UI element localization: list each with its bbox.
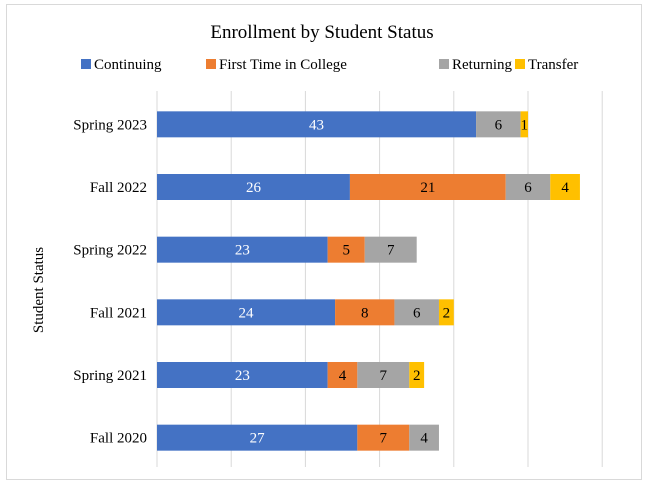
legend-swatch (81, 59, 91, 69)
legend-swatch (515, 59, 525, 69)
bar-first-time-in-college (327, 236, 365, 263)
bar-first-time-in-college (349, 174, 506, 200)
category-label: Fall 2021 (90, 305, 147, 321)
data-label: 1 (521, 117, 529, 133)
bar-continuing (157, 299, 336, 326)
bar-transfer (409, 362, 425, 388)
data-label: 7 (380, 368, 388, 384)
data-label: 4 (561, 180, 569, 196)
data-label: 8 (361, 305, 369, 321)
category-label: Spring 2022 (73, 243, 147, 259)
data-label: 7 (387, 243, 395, 259)
data-label: 5 (342, 243, 350, 259)
bar-first-time-in-college (357, 424, 410, 451)
bar-returning (364, 236, 417, 263)
bar-transfer (550, 174, 580, 200)
gridlines (156, 91, 603, 467)
category-label: Spring 2021 (73, 368, 147, 384)
legend-label: Continuing (94, 57, 162, 73)
data-label: 6 (495, 117, 503, 133)
data-label: 24 (239, 305, 255, 321)
data-label: 2 (413, 368, 421, 384)
data-label: 4 (420, 431, 428, 447)
bar-continuing (157, 236, 328, 263)
data-label: 27 (250, 431, 266, 447)
data-label: 6 (524, 180, 532, 196)
bar-returning (476, 111, 521, 138)
legend: Continuing First Time in College Returning… (81, 57, 578, 73)
chart-title: Enrollment by Student Status (210, 22, 433, 43)
category-label: Fall 2020 (90, 431, 147, 447)
bar-returning (505, 174, 551, 200)
legend-item-returning: Returning (439, 57, 512, 73)
bar-continuing (157, 111, 477, 138)
data-label: 21 (420, 180, 435, 196)
category-label: Fall 2022 (90, 180, 147, 196)
legend-label: Transfer (528, 57, 578, 73)
legend-label: Returning (452, 57, 512, 73)
bars: 43 6 1 26 21 6 4 23 5 7 24 8 6 2 23 4 7 2 27 7 4 (157, 111, 580, 451)
data-label: 26 (246, 180, 262, 196)
data-label: 6 (413, 305, 421, 321)
legend-swatch (206, 59, 216, 69)
data-label: 2 (443, 305, 451, 321)
chart-area: Enrollment by Student Status Continuing F… (6, 4, 642, 480)
bar-transfer (438, 299, 454, 326)
bar-transfer (520, 111, 528, 138)
legend-item-continuing: Continuing (81, 57, 162, 73)
legend-swatch (439, 59, 449, 69)
bar-continuing (157, 362, 328, 388)
bar-returning (409, 424, 439, 451)
data-label: 43 (309, 117, 324, 133)
y-axis-title: Student Status (31, 247, 47, 333)
bar-first-time-in-college (335, 299, 395, 326)
legend-item-first-time-in-college: First Time in College (206, 57, 347, 73)
legend-item-transfer: Transfer (515, 57, 578, 73)
bar-continuing (157, 424, 358, 451)
data-label: 23 (235, 243, 250, 259)
chart-svg: Enrollment by Student Status Continuing F… (31, 22, 603, 467)
category-labels: Spring 2023 Fall 2022 Spring 2022 Fall 2021… (73, 117, 147, 446)
legend-label: First Time in College (219, 57, 347, 73)
data-label: 7 (380, 431, 388, 447)
bar-returning (394, 299, 439, 326)
bar-returning (357, 362, 410, 388)
bar-continuing (157, 174, 350, 200)
data-label: 4 (339, 368, 347, 384)
bar-first-time-in-college (327, 362, 358, 388)
category-label: Spring 2023 (73, 117, 147, 133)
data-label: 23 (235, 368, 250, 384)
